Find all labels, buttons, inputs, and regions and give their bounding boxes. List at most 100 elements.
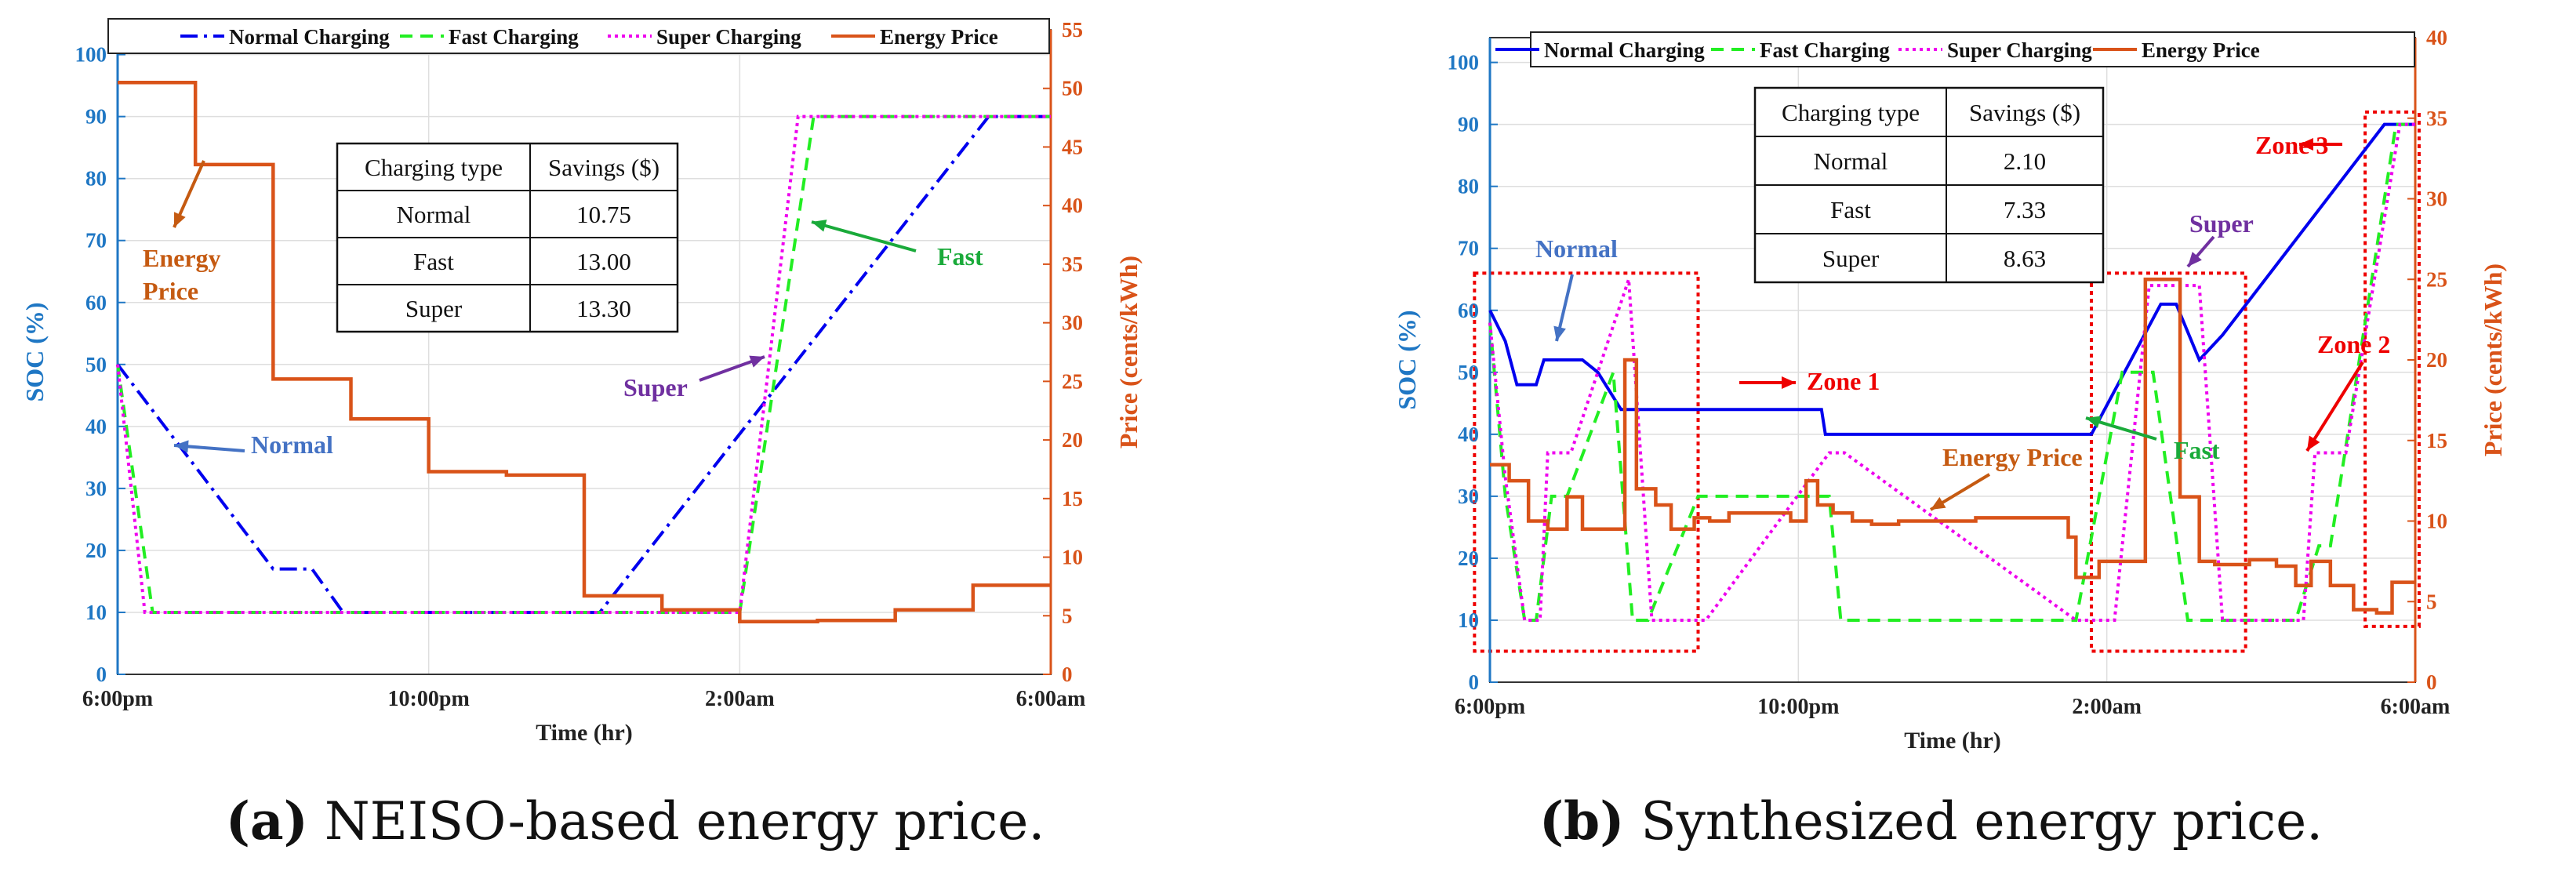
left-tick-label: 100 bbox=[75, 43, 107, 67]
left-tick-label: 90 bbox=[1458, 113, 1479, 136]
caption-a-label: (a) bbox=[225, 790, 308, 852]
chart-panel-a: 0 10 20 30 40 50 60 70 80 90 100 0 5 10 15 20 25 30 35 40 45… bbox=[0, 0, 1270, 879]
annotation-arrowhead-a-3 bbox=[812, 220, 827, 232]
right-tick-label: 45 bbox=[1062, 135, 1083, 158]
legend-box bbox=[107, 18, 1050, 54]
right-tick-label: 5 bbox=[2426, 590, 2437, 613]
annotation-label: Zone 1 bbox=[1807, 367, 1880, 395]
chart-panel-b: 0 10 20 30 40 50 60 70 80 90 100 0 5 10 15 20 25 30 35 40 6:… bbox=[1286, 0, 2576, 879]
zone-box-3 bbox=[2363, 110, 2421, 628]
left-tick-label: 10 bbox=[85, 601, 107, 624]
caption-a-text: NEISO-based energy price. bbox=[307, 791, 1045, 852]
table-cell: Normal bbox=[1814, 147, 1888, 175]
legend-label: Energy Price bbox=[2142, 38, 2260, 62]
left-tick-label: 80 bbox=[85, 167, 107, 191]
series-line-super-charging bbox=[1488, 122, 2415, 622]
table-header-cell: Savings ($) bbox=[1969, 99, 2080, 126]
zone-box-2 bbox=[2090, 271, 2247, 653]
zone-box-1 bbox=[1473, 271, 1700, 653]
annotation-arrowhead-a-2 bbox=[749, 355, 765, 368]
left-tick-label: 90 bbox=[85, 105, 107, 129]
annotation-arrowhead-b-5 bbox=[2307, 435, 2320, 451]
right-tick-label: 10 bbox=[1062, 546, 1083, 569]
left-tick-label: 10 bbox=[1458, 608, 1479, 632]
table-cell: 8.63 bbox=[2004, 245, 2046, 272]
chart-b-svg: 0 10 20 30 40 50 60 70 80 90 100 0 5 10 15 20 25 30 35 40 6:… bbox=[1393, 26, 2507, 754]
right-tick-label: 15 bbox=[2426, 429, 2447, 452]
right-tick-label: 40 bbox=[2426, 26, 2447, 49]
series-line-normal-charging bbox=[1488, 122, 2415, 436]
x-tick-label: 6:00pm bbox=[1455, 695, 1525, 719]
right-tick-label: 15 bbox=[1062, 487, 1083, 510]
chart-a-svg: 0 10 20 30 40 50 60 70 80 90 100 0 5 10 15 20 25 30 35 40 45… bbox=[20, 18, 1143, 746]
legend-box bbox=[1530, 31, 2415, 67]
left-tick-label: 100 bbox=[1448, 51, 1480, 74]
caption-a: (a) NEISO-based energy price. bbox=[0, 790, 1270, 852]
left-tick-label: 50 bbox=[1458, 361, 1479, 384]
annotation-arrowhead-b-2 bbox=[1931, 496, 1946, 510]
table-header-cell: Savings ($) bbox=[548, 154, 659, 181]
series-line-energy-price bbox=[1490, 278, 2415, 615]
right-tick-label: 50 bbox=[1062, 77, 1083, 100]
x-tick-label: 2:00am bbox=[705, 687, 775, 711]
table-cell: 13.30 bbox=[576, 295, 631, 322]
right-tick-label: 35 bbox=[1062, 252, 1083, 276]
y-axis-title: SOC (%) bbox=[1393, 310, 1421, 409]
left-tick-label: 0 bbox=[1469, 670, 1480, 694]
left-tick-label: 40 bbox=[1458, 423, 1479, 446]
table-cell: 13.00 bbox=[576, 248, 631, 275]
x-tick-label: 10:00pm bbox=[388, 687, 470, 711]
table-cell: Fast bbox=[413, 248, 454, 275]
annotation-arrowhead-b-6 bbox=[2299, 138, 2313, 151]
annotation-label: Fast bbox=[2174, 436, 2220, 464]
left-tick-label: 30 bbox=[85, 477, 107, 500]
x-tick-label: 6:00pm bbox=[82, 687, 153, 711]
x-tick-label: 2:00am bbox=[2072, 695, 2142, 719]
table-cell: Fast bbox=[1830, 196, 1871, 223]
annotation-label: Energy bbox=[143, 244, 221, 272]
annotation-arrowhead-a-1 bbox=[174, 440, 189, 453]
series-line-normal-charging bbox=[116, 114, 1051, 614]
legend-label: Normal Charging bbox=[1544, 38, 1705, 62]
annotation-arrow-a-3 bbox=[811, 220, 917, 252]
legend-label: Normal Charging bbox=[229, 25, 390, 49]
caption-b-label: (b) bbox=[1539, 790, 1625, 852]
series-line-super-charging bbox=[116, 114, 1051, 614]
right-tick-label: 30 bbox=[2426, 187, 2447, 211]
annotation-label: Zone 2 bbox=[2317, 330, 2390, 358]
left-tick-label: 80 bbox=[1458, 175, 1479, 198]
annotation-label: Super bbox=[2189, 209, 2254, 238]
annotation-label: Fast bbox=[937, 242, 983, 271]
left-tick-label: 0 bbox=[96, 663, 107, 686]
table-cell: Normal bbox=[397, 201, 471, 228]
table-header-cell: Charging type bbox=[1782, 99, 1920, 126]
legend-label: Super Charging bbox=[1947, 38, 2092, 62]
x-tick-label: 10:00pm bbox=[1757, 695, 1839, 719]
annotation-label: Price bbox=[143, 277, 198, 305]
left-tick-label: 60 bbox=[1458, 299, 1479, 322]
right-tick-label: 40 bbox=[1062, 194, 1083, 217]
right-tick-label: 0 bbox=[1062, 663, 1073, 686]
table-cell: Super bbox=[1822, 245, 1880, 272]
left-tick-label: 40 bbox=[85, 415, 107, 438]
x-tick-label: 6:00am bbox=[1016, 687, 1086, 711]
right-tick-label: 55 bbox=[1062, 18, 1083, 42]
caption-b-text: Synthesized energy price. bbox=[1624, 791, 2323, 852]
table-header-cell: Charging type bbox=[365, 154, 503, 181]
left-tick-label: 70 bbox=[1458, 237, 1479, 260]
legend-label: Fast Charging bbox=[1760, 38, 1890, 62]
series-line-energy-price bbox=[118, 81, 1051, 623]
x-tick-label: 6:00am bbox=[2381, 695, 2451, 719]
left-tick-label: 60 bbox=[85, 291, 107, 314]
table-cell: 10.75 bbox=[576, 201, 631, 228]
left-tick-label: 70 bbox=[85, 229, 107, 252]
annotation-label: Normal bbox=[251, 430, 333, 459]
annotation-label: Zone 3 bbox=[2255, 131, 2328, 159]
legend-label: Energy Price bbox=[880, 25, 998, 49]
y2-axis-title: Price (cents/kWh) bbox=[1114, 256, 1143, 449]
annotation-label: Normal bbox=[1535, 234, 1618, 263]
y2-axis-title: Price (cents/kWh) bbox=[2479, 263, 2507, 456]
right-tick-label: 30 bbox=[1062, 311, 1083, 335]
annotation-label: Energy Price bbox=[1942, 443, 2083, 471]
right-tick-label: 25 bbox=[1062, 369, 1083, 393]
